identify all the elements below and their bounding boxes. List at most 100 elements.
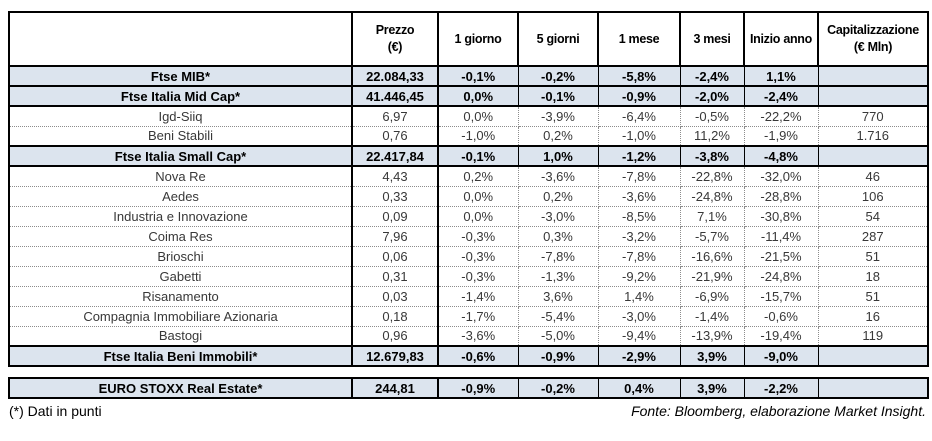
cell-1-giorno: 0,0%: [437, 185, 519, 207]
cell-inizio-anno: -2,2%: [743, 377, 819, 399]
header-3-mesi: 3 mesi: [679, 11, 745, 67]
stock-row: Compagnia Immobiliare Azionaria 0,18 -1,7%…: [8, 305, 929, 327]
points-note: (*) Dati in punti: [9, 403, 102, 419]
cell-inizio-anno: -28,8%: [743, 185, 819, 207]
cell-5-giorni: -3,9%: [517, 105, 599, 127]
cell-1-mese: -7,8%: [597, 245, 681, 267]
cell-5-giorni: -7,8%: [517, 245, 599, 267]
footer: (*) Dati in punti Fonte: Bloomberg, elab…: [8, 403, 927, 419]
cell-3-mesi: -24,8%: [679, 185, 745, 207]
cell-prezzo: 0,33: [351, 185, 439, 207]
cell-1-mese: -3,2%: [597, 225, 681, 247]
cell-inizio-anno: -30,8%: [743, 205, 819, 227]
cell-1-mese: -1,0%: [597, 125, 681, 147]
row-name: Risanamento: [8, 285, 353, 307]
cell-inizio-anno: -32,0%: [743, 165, 819, 187]
cell-5-giorni: 0,2%: [517, 185, 599, 207]
cell-capitalizzazione: 770: [817, 105, 929, 127]
cell-3-mesi: -16,6%: [679, 245, 745, 267]
stock-row: Risanamento 0,03 -1,4% 3,6% 1,4% -6,9% -15,7% 5…: [8, 285, 929, 307]
cell-1-mese: 0,4%: [597, 377, 681, 399]
cell-1-mese: -1,2%: [597, 145, 681, 167]
cell-prezzo: 0,76: [351, 125, 439, 147]
row-name: Industria e Innovazione: [8, 205, 353, 227]
cell-inizio-anno: -21,5%: [743, 245, 819, 267]
row-name: Igd-Siiq: [8, 105, 353, 127]
cell-1-giorno: -0,6%: [437, 345, 519, 367]
cell-1-mese: -6,4%: [597, 105, 681, 127]
cell-inizio-anno: -4,8%: [743, 145, 819, 167]
cell-5-giorni: 1,0%: [517, 145, 599, 167]
euro-table-body: EURO STOXX Real Estate* 244,81 -0,9% -0,2% 0…: [8, 377, 929, 399]
cell-1-mese: 1,4%: [597, 285, 681, 307]
cell-capitalizzazione: 46: [817, 165, 929, 187]
cell-1-mese: -3,6%: [597, 185, 681, 207]
cell-capitalizzazione: 119: [817, 325, 929, 347]
header-1-giorno: 1 giorno: [437, 11, 519, 67]
cell-inizio-anno: -9,0%: [743, 345, 819, 367]
cell-prezzo: 22.084,33: [351, 65, 439, 87]
cell-3-mesi: -2,0%: [679, 85, 745, 107]
row-name: EURO STOXX Real Estate*: [8, 377, 353, 399]
cell-inizio-anno: -24,8%: [743, 265, 819, 287]
header-label: 1 mese: [618, 31, 660, 46]
cell-1-giorno: 0,0%: [437, 85, 519, 107]
cell-prezzo: 0,06: [351, 245, 439, 267]
cell-1-giorno: -0,3%: [437, 245, 519, 267]
cell-5-giorni: 0,3%: [517, 225, 599, 247]
cell-5-giorni: -0,2%: [517, 377, 599, 399]
cell-capitalizzazione: 51: [817, 245, 929, 267]
table-header: Prezzo (€) 1 giorno 5 giorni 1 mese 3 me…: [8, 11, 929, 67]
cell-1-giorno: -1,0%: [437, 125, 519, 147]
cell-inizio-anno: -0,6%: [743, 305, 819, 327]
cell-3-mesi: -13,9%: [679, 325, 745, 347]
header-label: Inizio anno: [750, 31, 812, 46]
cell-capitalizzazione: 51: [817, 285, 929, 307]
cell-1-giorno: 0,0%: [437, 105, 519, 127]
header-prezzo: Prezzo (€): [351, 11, 439, 67]
cell-capitalizzazione: [817, 85, 929, 107]
cell-3-mesi: -6,9%: [679, 285, 745, 307]
header-sublabel: (€): [387, 40, 403, 54]
header-inizio-anno: Inizio anno: [743, 11, 819, 67]
cell-capitalizzazione: [817, 377, 929, 399]
index-row: Ftse Italia Small Cap* 22.417,84 -0,1% 1,0%…: [8, 145, 929, 167]
cell-3-mesi: -2,4%: [679, 65, 745, 87]
index-row: Ftse MIB* 22.084,33 -0,1% -0,2% -5,8% -2,4% 1,…: [8, 65, 929, 87]
cell-1-mese: -3,0%: [597, 305, 681, 327]
cell-capitalizzazione: 18: [817, 265, 929, 287]
cell-prezzo: 244,81: [351, 377, 439, 399]
cell-1-giorno: -1,4%: [437, 285, 519, 307]
cell-prezzo: 0,03: [351, 285, 439, 307]
cell-1-mese: -2,9%: [597, 345, 681, 367]
stock-row: Beni Stabili 0,76 -1,0% 0,2% -1,0% 11,2% -1,9%…: [8, 125, 929, 147]
row-name: Beni Stabili: [8, 125, 353, 147]
header-1-mese: 1 mese: [597, 11, 681, 67]
stock-row: Industria e Innovazione 0,09 0,0% -3,0% -8,5…: [8, 205, 929, 227]
header-label: 3 mesi: [693, 31, 731, 46]
stock-row: Gabetti 0,31 -0,3% -1,3% -9,2% -21,9% -24,8% 18: [8, 265, 929, 287]
market-table: Prezzo (€) 1 giorno 5 giorni 1 mese 3 me…: [8, 11, 929, 367]
cell-capitalizzazione: [817, 65, 929, 87]
cell-1-giorno: -0,1%: [437, 145, 519, 167]
cell-capitalizzazione: 16: [817, 305, 929, 327]
cell-3-mesi: 3,9%: [679, 377, 745, 399]
stock-row: Bastogi 0,96 -3,6% -5,0% -9,4% -13,9% -19,4% 11…: [8, 325, 929, 347]
row-name: Ftse MIB*: [8, 65, 353, 87]
cell-capitalizzazione: 54: [817, 205, 929, 227]
cell-prezzo: 41.446,45: [351, 85, 439, 107]
cell-1-giorno: -1,7%: [437, 305, 519, 327]
cell-5-giorni: -0,9%: [517, 345, 599, 367]
stock-row: Igd-Siiq 6,97 0,0% -3,9% -6,4% -0,5% -22,2% 770: [8, 105, 929, 127]
cell-5-giorni: -0,2%: [517, 65, 599, 87]
source-note: Fonte: Bloomberg, elaborazione Market In…: [631, 403, 926, 419]
cell-3-mesi: 3,9%: [679, 345, 745, 367]
cell-prezzo: 6,97: [351, 105, 439, 127]
header-empty-cell: [8, 11, 353, 67]
cell-1-mese: -5,8%: [597, 65, 681, 87]
cell-5-giorni: -0,1%: [517, 85, 599, 107]
cell-capitalizzazione: [817, 345, 929, 367]
cell-1-mese: -8,5%: [597, 205, 681, 227]
cell-inizio-anno: -19,4%: [743, 325, 819, 347]
cell-1-mese: -9,2%: [597, 265, 681, 287]
